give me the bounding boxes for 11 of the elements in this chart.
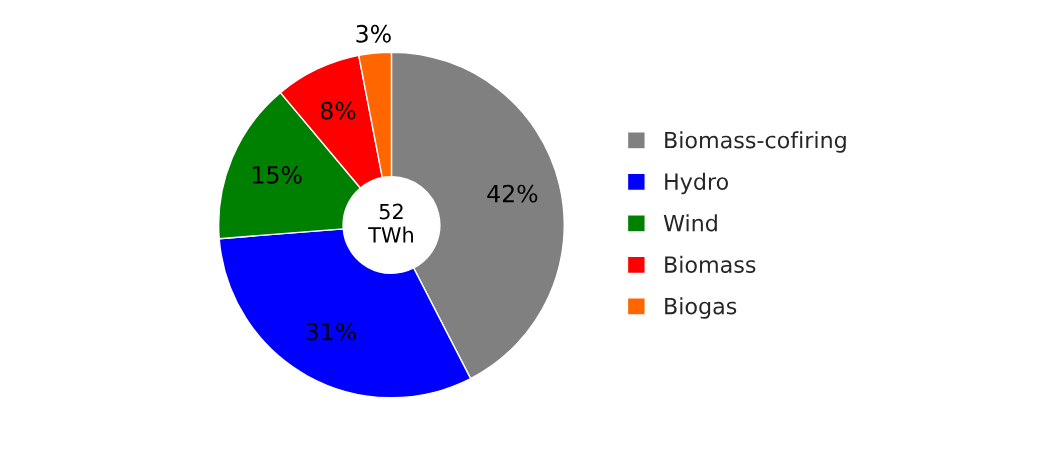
legend-label: Biogas	[665, 297, 737, 319]
data-label: 15%	[253, 165, 302, 184]
text: 52 TWh	[368, 203, 413, 243]
data-label: 42%	[487, 184, 538, 203]
legend-label: Hydro	[665, 172, 728, 195]
data-label: 31%	[306, 322, 356, 341]
legend-label: Biomass	[665, 255, 756, 273]
legend-label: Wind	[663, 214, 717, 232]
data-label: 3%	[356, 24, 391, 43]
data-label: 8%	[320, 101, 356, 120]
legend-label: Biomass-cofiring	[665, 131, 846, 153]
